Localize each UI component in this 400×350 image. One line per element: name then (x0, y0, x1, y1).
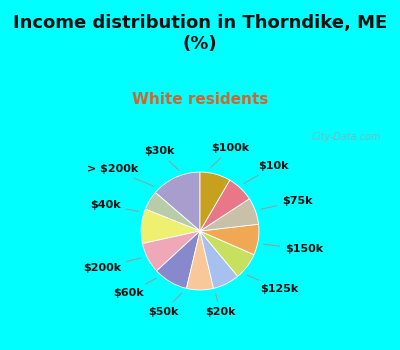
Wedge shape (157, 231, 200, 288)
Text: Income distribution in Thorndike, ME
(%): Income distribution in Thorndike, ME (%) (13, 14, 387, 53)
Wedge shape (200, 224, 259, 255)
Text: > $200k: > $200k (87, 164, 154, 186)
Text: $50k: $50k (148, 293, 182, 317)
Wedge shape (142, 231, 200, 271)
Text: City-Data.com: City-Data.com (312, 132, 382, 142)
Wedge shape (200, 231, 254, 276)
Wedge shape (200, 172, 230, 231)
Text: $30k: $30k (144, 146, 179, 170)
Wedge shape (155, 172, 200, 231)
Text: $75k: $75k (261, 196, 312, 209)
Text: $10k: $10k (244, 161, 289, 184)
Text: $125k: $125k (247, 275, 298, 294)
Wedge shape (145, 193, 200, 231)
Text: $100k: $100k (210, 143, 250, 168)
Wedge shape (186, 231, 214, 290)
Wedge shape (200, 199, 258, 231)
Text: $40k: $40k (90, 200, 138, 211)
Text: White residents: White residents (132, 91, 268, 106)
Text: $150k: $150k (263, 244, 324, 254)
Wedge shape (141, 209, 200, 244)
Text: $200k: $200k (83, 258, 141, 273)
Wedge shape (200, 180, 249, 231)
Wedge shape (200, 231, 238, 288)
Text: $20k: $20k (205, 294, 236, 317)
Text: $60k: $60k (113, 278, 156, 298)
